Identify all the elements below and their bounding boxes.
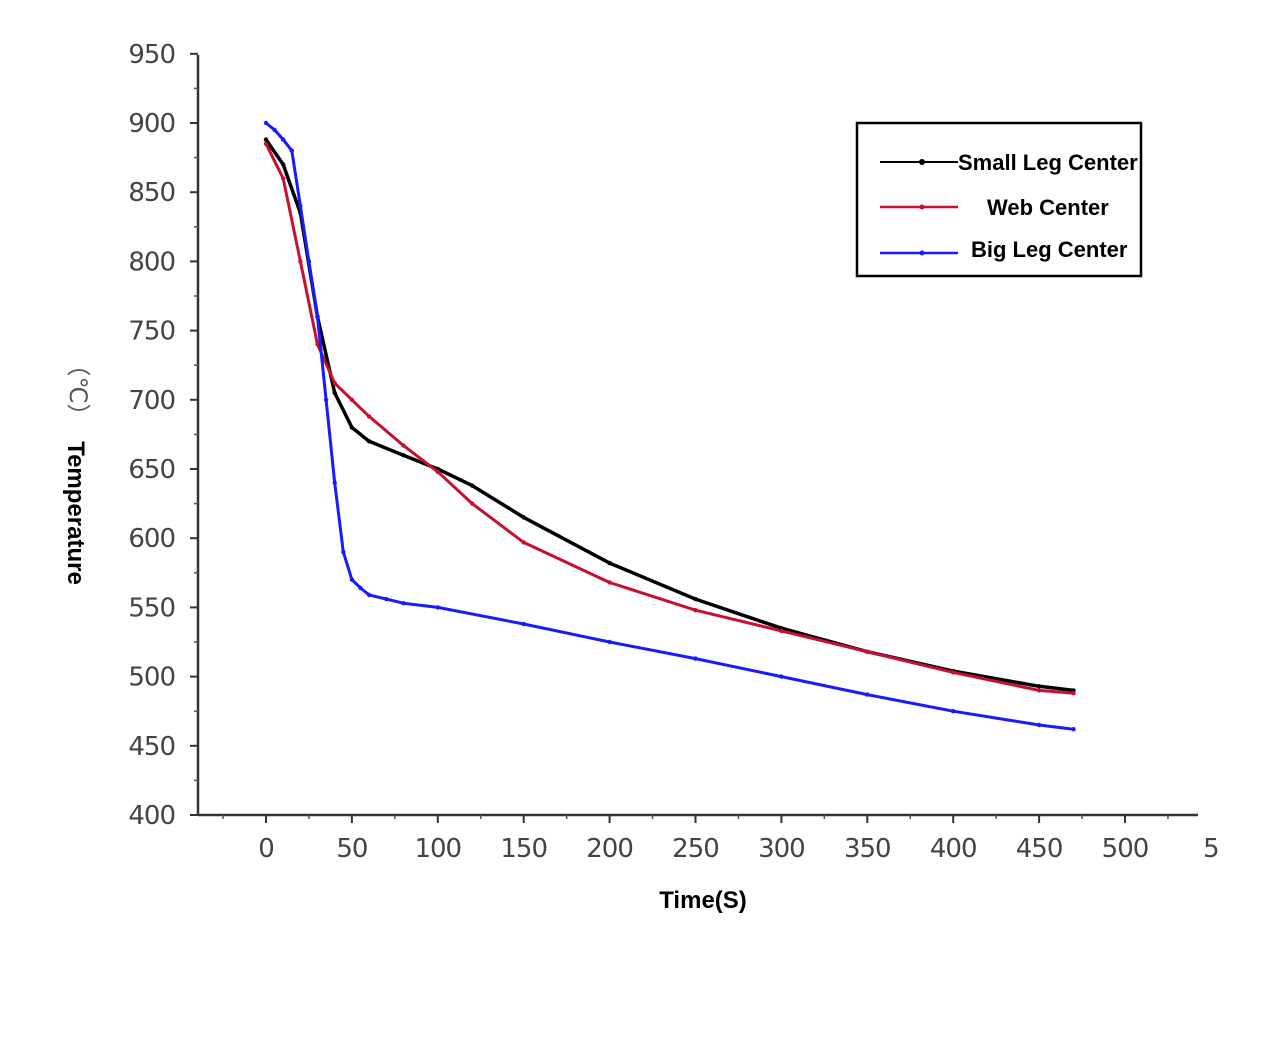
y-tick-label: 500 — [128, 663, 175, 693]
y-axis-title: Temperature — [62, 441, 89, 585]
series-point-2 — [306, 259, 312, 264]
series-point-1 — [435, 469, 440, 474]
legend-label-big-leg: Big Leg Center — [971, 237, 1128, 262]
series-point-2 — [298, 203, 303, 209]
series-point-1 — [401, 443, 406, 448]
legend-label-small-leg: Small Leg Center — [958, 150, 1138, 175]
y-tick-label: 550 — [128, 593, 175, 623]
series-point-1 — [470, 501, 475, 506]
series-point-1 — [1036, 688, 1042, 693]
series-point-1 — [865, 649, 870, 654]
series-point-2 — [366, 592, 372, 598]
series-point-0 — [281, 162, 286, 167]
series-line-1 — [264, 142, 1075, 695]
series-point-0 — [521, 515, 526, 520]
axes: 400 450 500 550 600 650 700 750 800 850 900 950 0 50 1… — [128, 40, 1219, 864]
legend-marker-small-leg — [919, 159, 925, 165]
x-tick-label: 0 — [258, 834, 274, 864]
series-point-2 — [332, 480, 337, 485]
series-point-2 — [521, 621, 526, 627]
series-point-2 — [281, 137, 286, 142]
series-point-2 — [1071, 727, 1076, 732]
series-line-2 — [264, 121, 1075, 731]
series-point-2 — [401, 601, 406, 606]
y-tick-label: 900 — [128, 109, 175, 139]
y-tick-label: 850 — [128, 178, 175, 208]
x-tick-label: 50 — [336, 834, 367, 864]
x-tick-label: 400 — [930, 834, 977, 864]
series-point-2 — [341, 549, 346, 555]
series-point-2 — [865, 692, 870, 697]
series-point-1 — [779, 628, 784, 634]
series-point-0 — [263, 137, 269, 142]
series-point-1 — [332, 381, 337, 386]
x-tick-label: 250 — [672, 834, 719, 864]
series-point-1 — [693, 608, 698, 613]
series-point-0 — [1036, 684, 1042, 689]
series-point-1 — [281, 176, 286, 181]
series-point-1 — [366, 414, 372, 419]
series-point-2 — [693, 656, 698, 661]
legend-label-web: Web Center — [987, 195, 1109, 220]
series-point-2 — [272, 127, 277, 133]
series-point-1 — [263, 141, 269, 146]
series-point-1 — [951, 670, 956, 675]
x-tick-label: 5 — [1203, 834, 1219, 864]
series-point-0 — [470, 483, 475, 488]
series-point-0 — [332, 390, 337, 396]
legend-marker-web — [919, 204, 925, 210]
y-tick-label: 950 — [128, 40, 175, 70]
series-point-0 — [366, 439, 372, 444]
y-tick-label: 750 — [128, 317, 175, 347]
y-tick-label: 400 — [128, 801, 175, 831]
series-point-2 — [289, 148, 294, 153]
series-point-0 — [401, 453, 406, 458]
legend-marker-big-leg — [919, 250, 925, 256]
y-tick-label: 800 — [128, 247, 175, 277]
x-tick-label: 300 — [758, 834, 805, 864]
x-tick-label: 350 — [844, 834, 891, 864]
series-point-0 — [693, 596, 698, 602]
x-axis-title: Time(S) — [659, 887, 747, 914]
series-point-2 — [435, 605, 440, 610]
series-point-1 — [349, 397, 355, 402]
series-point-2 — [779, 674, 784, 679]
series-point-1 — [315, 342, 320, 347]
x-tick-label: 150 — [500, 834, 547, 864]
series-point-1 — [607, 580, 612, 585]
y-tick-label: 700 — [128, 386, 175, 416]
x-tick-label: 500 — [1102, 834, 1149, 864]
series-point-1 — [298, 259, 303, 264]
series-point-1 — [521, 540, 526, 545]
y-axis-title-group: Temperature — [62, 441, 89, 585]
series-point-0 — [349, 425, 355, 430]
y-tick-label: 450 — [128, 732, 175, 762]
series-point-2 — [384, 596, 389, 602]
series-point-1 — [1071, 691, 1076, 696]
x-tick-label: 200 — [586, 834, 633, 864]
series-point-2 — [349, 577, 355, 582]
series-point-2 — [323, 397, 329, 402]
y-tick-label: 600 — [128, 524, 175, 554]
series-point-2 — [315, 314, 320, 319]
series-point-0 — [607, 560, 612, 566]
y-axis-unit-group: （℃） — [64, 353, 92, 428]
x-tick-label: 450 — [1016, 834, 1063, 864]
series-point-2 — [263, 120, 269, 126]
series-point-2 — [1036, 722, 1042, 728]
y-axis-unit: （℃） — [64, 353, 92, 428]
legend: Small Leg Center Web Center Big Leg Cent… — [855, 121, 1143, 278]
y-tick-label: 650 — [128, 455, 175, 485]
series-point-2 — [951, 709, 956, 714]
legend-box — [855, 121, 1143, 278]
series-point-2 — [358, 585, 363, 591]
x-tick-label: 100 — [414, 834, 461, 864]
series-point-2 — [607, 639, 612, 645]
series-layer — [263, 120, 1076, 732]
